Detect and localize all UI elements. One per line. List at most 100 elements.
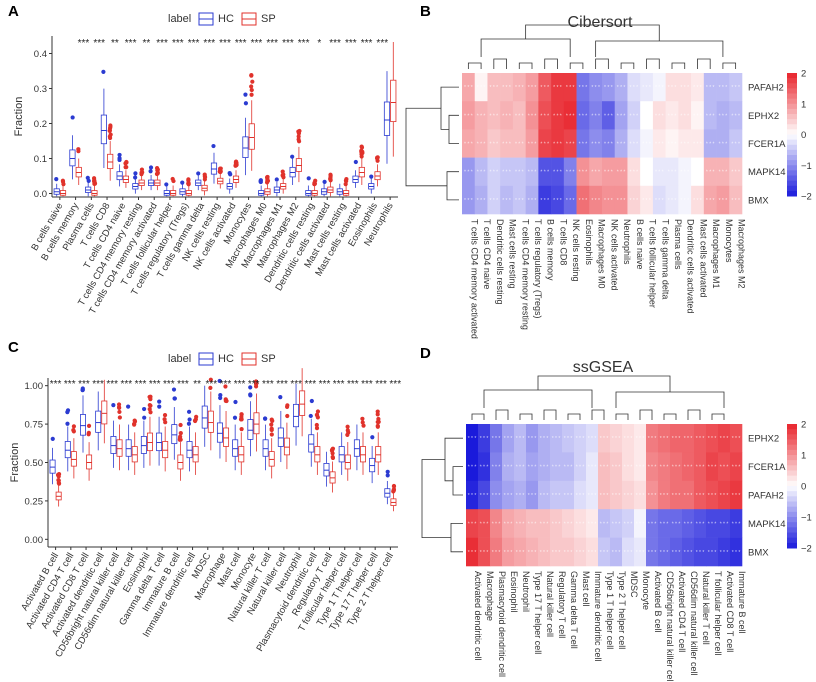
- heatmap-cell-mark: * * *: [600, 521, 609, 527]
- outlier-point-sp: [345, 428, 350, 433]
- heatmap-cell-mark: * * *: [528, 142, 537, 148]
- heatmap-cell-mark: * * *: [492, 465, 501, 471]
- heatmap-cell: [706, 537, 719, 567]
- heatmap-cell-mark: * * *: [719, 170, 728, 176]
- panel-letter-d: D: [420, 345, 431, 362]
- significance-mark: ***: [298, 38, 310, 49]
- significance-mark: ***: [319, 379, 331, 390]
- heatmap-cell-mark: * * *: [696, 436, 705, 442]
- heatmap-cell: [652, 101, 666, 130]
- colorbar-tick-label: 0: [801, 482, 806, 493]
- heatmap-cell: [716, 101, 730, 130]
- panel-d-heatmap: * * * * * * * * * * * * * * * * * * * * * * * *…: [421, 375, 812, 682]
- heatmap-cell-mark: * * *: [680, 170, 689, 176]
- box-hc: [353, 439, 360, 457]
- heatmap-cell: [474, 73, 488, 102]
- heatmap-cell-mark: * * *: [468, 493, 477, 499]
- box-hc: [258, 190, 265, 196]
- heatmap-cell-mark: * * *: [540, 436, 549, 442]
- heatmap-column-label: Macrophages M0: [597, 219, 607, 289]
- heatmap-cell: [730, 424, 743, 453]
- outlier-point-hc: [157, 399, 162, 404]
- panel-a-legend-hc-label: HC: [218, 13, 234, 25]
- column-dendrogram-branch: [671, 62, 686, 69]
- heatmap-cell: [538, 452, 551, 482]
- heatmap-cell: [729, 73, 743, 102]
- row-dendrogram-root: [405, 107, 447, 187]
- heatmap-cell-mark: * * *: [612, 465, 621, 471]
- heatmap-cell: [502, 424, 515, 453]
- significance-mark: ***: [361, 379, 373, 390]
- panel-c-legend-title: label: [168, 353, 191, 365]
- heatmap-cell: [526, 537, 539, 567]
- colorbar-segment: [787, 114, 797, 120]
- heatmap-row-label: MAPK14: [748, 519, 786, 530]
- heatmap-cell-mark: * * *: [624, 436, 633, 442]
- significance-mark: ***: [177, 379, 189, 390]
- colorbar-segment: [787, 155, 797, 161]
- heatmap-cell: [703, 129, 717, 158]
- outlier-point-sp: [249, 84, 254, 89]
- heatmap-cell-mark: * * *: [630, 198, 639, 204]
- column-dendrogram-branch: [569, 62, 584, 69]
- colorbar-segment: [787, 470, 797, 477]
- colorbar-segment: [787, 486, 797, 492]
- heatmap-cell: [462, 101, 476, 130]
- heatmap-cell: [538, 480, 551, 510]
- outlier-point-sp: [86, 430, 91, 435]
- heatmap-cell: [474, 101, 488, 130]
- heatmap-cell: [490, 480, 503, 510]
- box-hc: [293, 403, 300, 428]
- heatmap-cell: [598, 452, 611, 482]
- outlier-point-sp: [76, 147, 81, 152]
- outlier-point-sp: [86, 423, 92, 428]
- heatmap-cell-mark: * * *: [660, 521, 669, 527]
- heatmap-cell: [502, 480, 515, 510]
- heatmap-cell-mark: * * *: [719, 142, 728, 148]
- outlier-point-hc: [148, 169, 153, 174]
- outlier-point-hc: [290, 154, 295, 159]
- heatmap-cell-mark: * * *: [552, 436, 561, 442]
- significance-mark: ***: [156, 38, 168, 49]
- outlier-point-sp: [314, 422, 319, 428]
- box-sp: [223, 427, 230, 447]
- heatmap-cell: [716, 73, 730, 102]
- heatmap-cell-mark: * * *: [720, 436, 729, 442]
- significance-mark: ***: [149, 379, 161, 390]
- heatmap-column-label: CD56bright natural killer cell: [665, 571, 675, 682]
- outlier-point-hc: [117, 152, 122, 158]
- heatmap-cell: [678, 73, 692, 102]
- heatmap-column-label: Immature B cell: [737, 571, 747, 634]
- heatmap-cell-mark: * * *: [564, 493, 573, 499]
- heatmap-cell: [703, 157, 717, 187]
- box-sp: [314, 446, 321, 463]
- heatmap-cell-mark: * * *: [648, 465, 657, 471]
- heatmap-cell-mark: * * *: [490, 198, 499, 204]
- heatmap-cell-mark: * * *: [684, 521, 693, 527]
- outlier-point-sp: [280, 172, 285, 178]
- outlier-point-sp: [269, 426, 274, 431]
- colorbar-segment: [787, 139, 797, 146]
- heatmap-cell-mark: * * *: [636, 493, 645, 499]
- heatmap-cell-mark: * * *: [477, 142, 486, 148]
- heatmap-cell: [598, 424, 611, 453]
- column-dendrogram-branch: [480, 38, 571, 57]
- colorbar-segment: [787, 185, 797, 192]
- heatmap-cell: [694, 537, 707, 567]
- heatmap-cell-mark: * * *: [528, 170, 537, 176]
- heatmap-cell: [729, 185, 743, 215]
- heatmap-column-label: Eosinophil: [509, 571, 519, 613]
- box-sp: [390, 79, 397, 123]
- box-sp: [360, 446, 366, 463]
- heatmap-cell-mark: * * *: [655, 142, 664, 148]
- colorbar-segment: [787, 429, 797, 435]
- heatmap-cell-mark: * * *: [490, 142, 499, 148]
- heatmap-column-label: Plasmacytoid dendritic cell: [497, 571, 507, 677]
- colorbar-segment: [787, 149, 797, 156]
- outlier-point-sp: [314, 426, 320, 431]
- heatmap-cell-mark: * * *: [502, 113, 511, 119]
- heatmap-cell: [563, 185, 577, 215]
- heatmap-cell: [538, 185, 552, 215]
- outlier-point-hc: [157, 404, 162, 409]
- heatmap-cell-mark: * * *: [480, 436, 489, 442]
